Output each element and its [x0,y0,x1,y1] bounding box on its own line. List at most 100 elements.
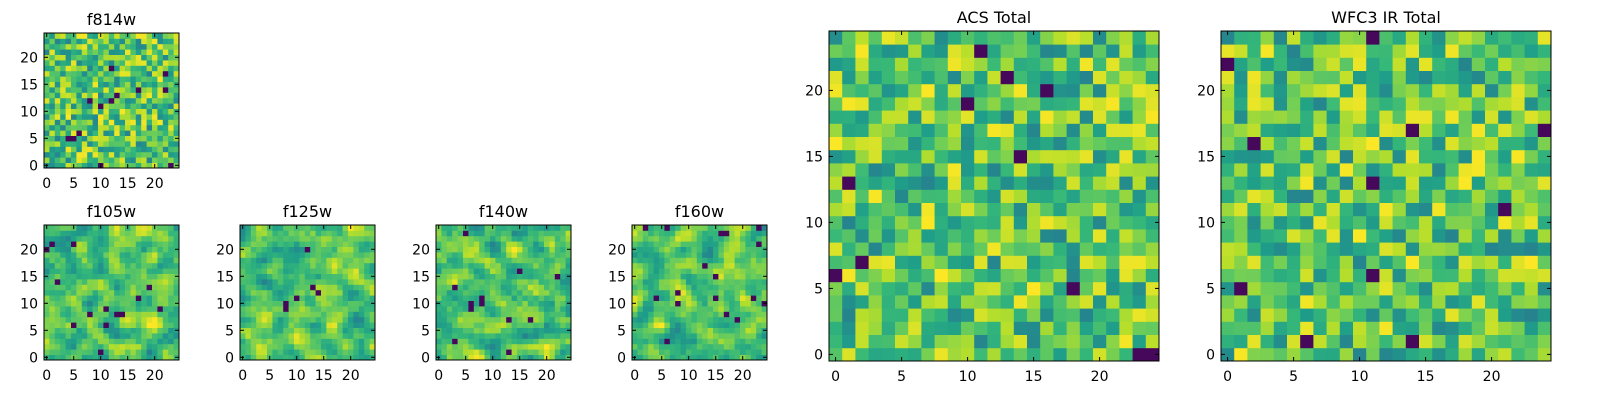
heatmap-cell [723,295,730,301]
heatmap-cell [549,300,556,307]
heatmap-cell [141,103,147,109]
heatmap-cell [1093,83,1107,98]
heatmap-cell [842,347,856,362]
heatmap-cell [261,273,268,280]
heatmap-cell [119,92,126,99]
heatmap-cell [669,246,676,253]
heatmap-cell [267,268,273,274]
heatmap-cell [1260,308,1275,322]
heatmap-cell [1093,57,1107,71]
heatmap-cell [1419,136,1433,151]
heatmap-cell [446,349,453,355]
heatmap-cell [1260,347,1275,362]
heatmap-cell [294,311,300,318]
heatmap-cell [168,225,174,231]
heatmap-cell [369,322,376,328]
heatmap-cell [761,257,768,264]
x-tick-label: 5 [265,368,274,384]
heatmap-cell [168,162,174,169]
heatmap-cell [1339,163,1354,177]
heatmap-cell [1247,189,1261,203]
heatmap-cell [49,146,56,153]
heatmap-cell [1287,83,1301,98]
heatmap-cell [632,241,638,247]
heatmap-cell [1027,295,1041,309]
heatmap-cell [1093,347,1107,362]
heatmap-cell [527,354,534,361]
heatmap-cell [1498,308,1512,322]
heatmap-cell [855,347,869,362]
heatmap-cell [250,322,257,328]
heatmap-cell [468,306,475,312]
heatmap-cell [1260,44,1275,58]
heatmap-cell [125,289,131,296]
heatmap-cell [565,225,572,231]
heatmap-cell [141,257,147,264]
heatmap-cell [538,338,545,345]
heatmap-cell [1366,110,1380,124]
heatmap-cell [855,123,869,137]
heatmap-cell [441,284,448,291]
heatmap-cell [868,255,883,269]
heatmap-cell [1066,295,1081,309]
heatmap-cell [342,289,349,296]
heatmap-cell [267,230,273,237]
x-tick-label: 15 [707,368,725,384]
heatmap-cell [267,349,273,355]
heatmap-cell [1013,97,1028,111]
heatmap-cell [1093,123,1107,137]
heatmap-cell [81,49,88,55]
heatmap-cell [1053,176,1067,190]
heatmap-cell [446,289,453,296]
heatmap-cell [457,327,464,334]
heatmap-cell [446,327,453,334]
heatmap-cell [98,338,104,345]
chart-title: ACS Total [957,8,1031,27]
heatmap-cell [686,343,692,350]
heatmap-cell [152,103,158,109]
heatmap-cell [1458,255,1473,269]
heatmap-cell [76,162,83,169]
heatmap-cell [1247,215,1261,230]
heatmap-cell [1027,44,1041,58]
heatmap-cell [1313,110,1327,124]
heatmap-cell [473,295,480,301]
heatmap-cell [92,33,99,39]
heatmap-cell [103,230,110,237]
heatmap-cell [76,76,83,82]
heatmap-cell [364,268,370,274]
heatmap-cell [1247,83,1261,98]
heatmap-cell [1432,83,1446,98]
heatmap-cell [745,349,752,355]
heatmap-cell [1145,97,1160,111]
heatmap-cell [267,333,273,339]
heatmap-cell [446,262,453,269]
heatmap-cell [98,300,104,307]
heatmap-cell [162,349,169,355]
heatmap-cell [637,273,644,280]
heatmap-cell [761,289,768,296]
heatmap-cell [842,149,856,164]
heatmap-cell [1379,189,1393,203]
heatmap-cell [1498,189,1512,203]
heatmap-cell [696,338,703,345]
heatmap-cell [533,349,539,355]
heatmap-cell [369,279,376,285]
heatmap-cell [152,284,158,291]
heatmap-cell [315,230,322,237]
heatmap-cell [114,119,120,126]
heatmap-cell [256,289,262,296]
heatmap-cell [468,284,475,291]
y-tick-label: 15 [1197,149,1215,165]
heatmap-cell [152,262,158,269]
heatmap-cell [146,257,153,264]
heatmap-cell [881,189,896,203]
heatmap-cell [441,252,448,258]
heatmap-cell [1079,70,1094,85]
heatmap-cell [637,349,644,355]
heatmap-cell [707,349,714,355]
heatmap-cell [750,246,757,253]
heatmap-cell [1339,149,1354,164]
y-tick-label: 5 [814,281,823,297]
heatmap-cell [60,65,66,72]
